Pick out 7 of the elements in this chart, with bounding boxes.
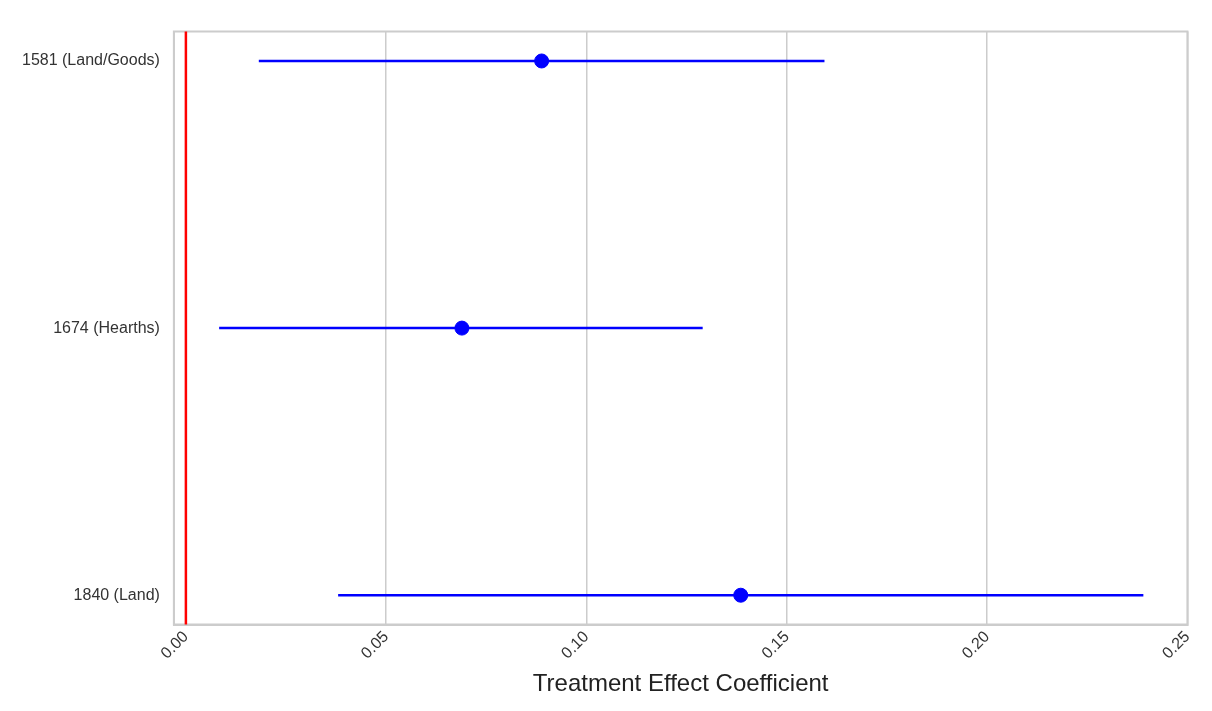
x-tick-label: 0.10	[557, 627, 592, 662]
y-tick-label: 1840 (Land)	[73, 585, 160, 603]
x-tick-label: 0.00	[157, 627, 192, 662]
x-tick-label: 0.20	[958, 627, 993, 662]
y-tick-label: 1674 (Hearths)	[53, 318, 160, 336]
y-tick-label: 1581 (Land/Goods)	[22, 51, 160, 69]
x-axis-title: Treatment Effect Coefficient	[532, 669, 829, 697]
